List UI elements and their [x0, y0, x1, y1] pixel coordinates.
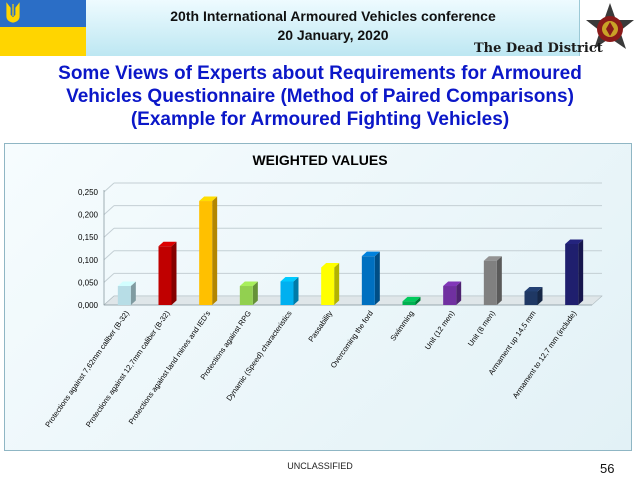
- slide-title: Some Views of Experts about Requirements…: [10, 62, 630, 131]
- bar: [524, 291, 538, 305]
- brand-watermark: The Dead District: [474, 41, 603, 56]
- bar-side: [415, 296, 421, 305]
- y-tick-label: 0,250: [78, 188, 99, 197]
- bar-top: [239, 281, 258, 287]
- x-tick-label: Unit (12 men): [423, 309, 457, 352]
- y-tick-label: 0,150: [78, 233, 99, 242]
- bar-side: [578, 239, 584, 305]
- bar-top: [117, 281, 136, 287]
- bar: [199, 201, 213, 305]
- gridline-side: [103, 227, 115, 238]
- header-banner: [86, 0, 580, 56]
- unit-emblem-icon: [586, 3, 634, 49]
- bar-top: [402, 296, 421, 302]
- y-tick-label: 0,100: [78, 256, 99, 265]
- bar: [321, 267, 335, 305]
- slide-title-line: Some Views of Experts about Requirements…: [58, 63, 582, 84]
- bar: [443, 286, 457, 305]
- bar-top: [443, 281, 462, 287]
- bar-side: [130, 281, 136, 305]
- gridline-side: [103, 205, 115, 215]
- x-tick-label: Protections against 7,62mm caliber (B-32…: [43, 309, 131, 429]
- gridline-side: [103, 250, 115, 261]
- slide-title-line: (Example for Armoured Fighting Vehicles): [130, 109, 510, 130]
- bar: [361, 256, 375, 305]
- bar-top: [321, 262, 340, 268]
- bar-side: [496, 256, 502, 305]
- bar: [158, 246, 172, 305]
- chart-title: WEIGHTED VALUES: [252, 152, 388, 168]
- x-tick-label: Protections against 12,7mm caliber (B-32…: [84, 309, 172, 429]
- x-tick-label: Passability: [306, 309, 334, 344]
- gridline-side: [103, 273, 115, 283]
- x-tick-label: Swimming: [388, 309, 415, 342]
- y-tick-label: 0,000: [78, 301, 99, 310]
- bar: [239, 286, 253, 305]
- conference-title: 20th International Armoured Vehicles con…: [170, 8, 496, 24]
- bar-side: [293, 276, 299, 305]
- gridline-side: [103, 182, 115, 193]
- bar-top: [565, 239, 584, 244]
- bar-top: [361, 251, 380, 257]
- bar-side: [456, 281, 462, 305]
- bar-side: [252, 281, 258, 305]
- bar-side: [334, 262, 340, 305]
- bar-side: [537, 286, 543, 305]
- x-tick-label: Unit (8 men): [466, 309, 497, 348]
- bar-top: [483, 256, 502, 261]
- bar-top: [158, 241, 177, 247]
- bar-top: [280, 276, 299, 282]
- page-number: 56: [600, 461, 615, 476]
- x-tick-label: Overcoming the ford: [329, 309, 375, 370]
- bar-side: [374, 251, 380, 305]
- bar-top: [524, 286, 543, 292]
- y-tick-label: 0,200: [78, 211, 99, 220]
- bar: [565, 243, 579, 305]
- bar: [402, 301, 416, 305]
- y-tick-label: 0,050: [78, 278, 99, 287]
- bar-top: [199, 196, 218, 202]
- trident-icon: [6, 2, 20, 23]
- bar-side: [212, 196, 218, 305]
- slide-title-line: Vehicles Questionnaire (Method of Paired…: [66, 86, 574, 107]
- conference-date: 20 January, 2020: [277, 27, 389, 43]
- bar: [117, 286, 131, 305]
- bar-side: [171, 241, 177, 305]
- ukraine-flag: [0, 0, 86, 56]
- bar: [280, 281, 294, 305]
- bar: [483, 260, 497, 305]
- classification-label: UNCLASSIFIED: [287, 461, 353, 471]
- x-tick-label: Protections against land mines and IED's: [127, 309, 213, 426]
